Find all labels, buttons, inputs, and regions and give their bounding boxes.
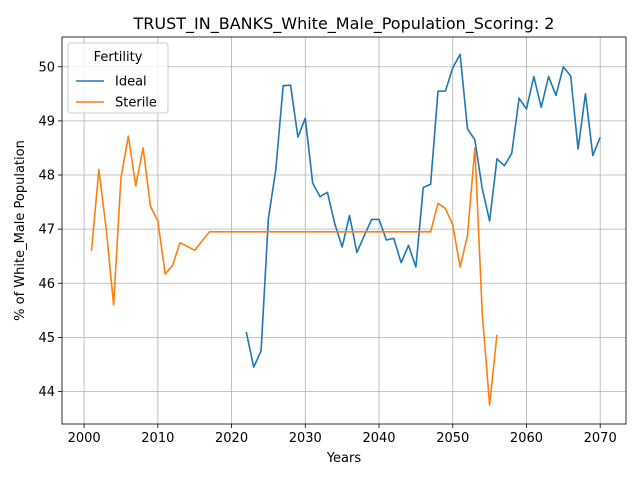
legend-title: Fertility [94, 50, 143, 65]
x-tick-label: 2070 [584, 431, 617, 446]
chart-title: TRUST_IN_BANKS_White_Male_Population_Sco… [133, 14, 555, 34]
y-axis: 44 45 46 47 48 49 50 [38, 60, 62, 400]
x-tick-label: 2000 [68, 431, 101, 446]
legend: Fertility Ideal Sterile [67, 42, 169, 114]
y-axis-label: % of White_Male Population [13, 140, 28, 321]
grid [62, 37, 626, 424]
x-axis: 2000 2010 2020 2030 2040 2050 2060 2070 [68, 424, 617, 446]
y-tick-label: 46 [38, 277, 55, 292]
y-tick-label: 45 [38, 331, 55, 346]
legend-label-sterile: Sterile [115, 96, 157, 111]
x-tick-label: 2030 [289, 431, 322, 446]
x-axis-label: Years [326, 451, 362, 466]
legend-label-ideal: Ideal [115, 75, 147, 90]
y-tick-label: 44 [38, 385, 55, 400]
legend-items: Ideal Sterile [76, 75, 157, 111]
x-tick-label: 2040 [362, 431, 395, 446]
y-tick-label: 47 [38, 223, 55, 238]
series-line-ideal [245, 53, 601, 368]
x-tick-label: 2010 [141, 431, 174, 446]
series-line-sterile [90, 135, 498, 406]
x-tick-label: 2060 [510, 431, 543, 446]
x-tick-label: 2050 [436, 431, 469, 446]
plot-frame [61, 36, 627, 425]
series-lines [90, 53, 601, 406]
y-tick-label: 50 [38, 60, 55, 75]
legend-box [67, 42, 169, 114]
y-tick-label: 49 [38, 114, 55, 129]
x-tick-label: 2020 [215, 431, 248, 446]
y-tick-label: 48 [38, 169, 55, 184]
